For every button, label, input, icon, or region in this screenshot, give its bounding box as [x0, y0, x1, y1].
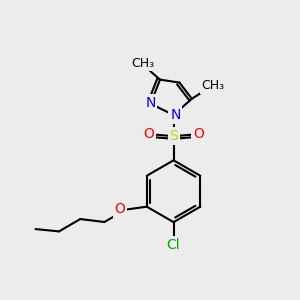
- Text: O: O: [193, 127, 204, 140]
- Text: O: O: [143, 127, 154, 140]
- Text: Cl: Cl: [167, 238, 180, 252]
- Text: S: S: [169, 129, 178, 143]
- Text: CH₃: CH₃: [132, 57, 155, 70]
- Text: CH₃: CH₃: [201, 79, 224, 92]
- Text: O: O: [114, 202, 125, 216]
- Text: N: N: [170, 108, 181, 122]
- Text: N: N: [146, 96, 156, 110]
